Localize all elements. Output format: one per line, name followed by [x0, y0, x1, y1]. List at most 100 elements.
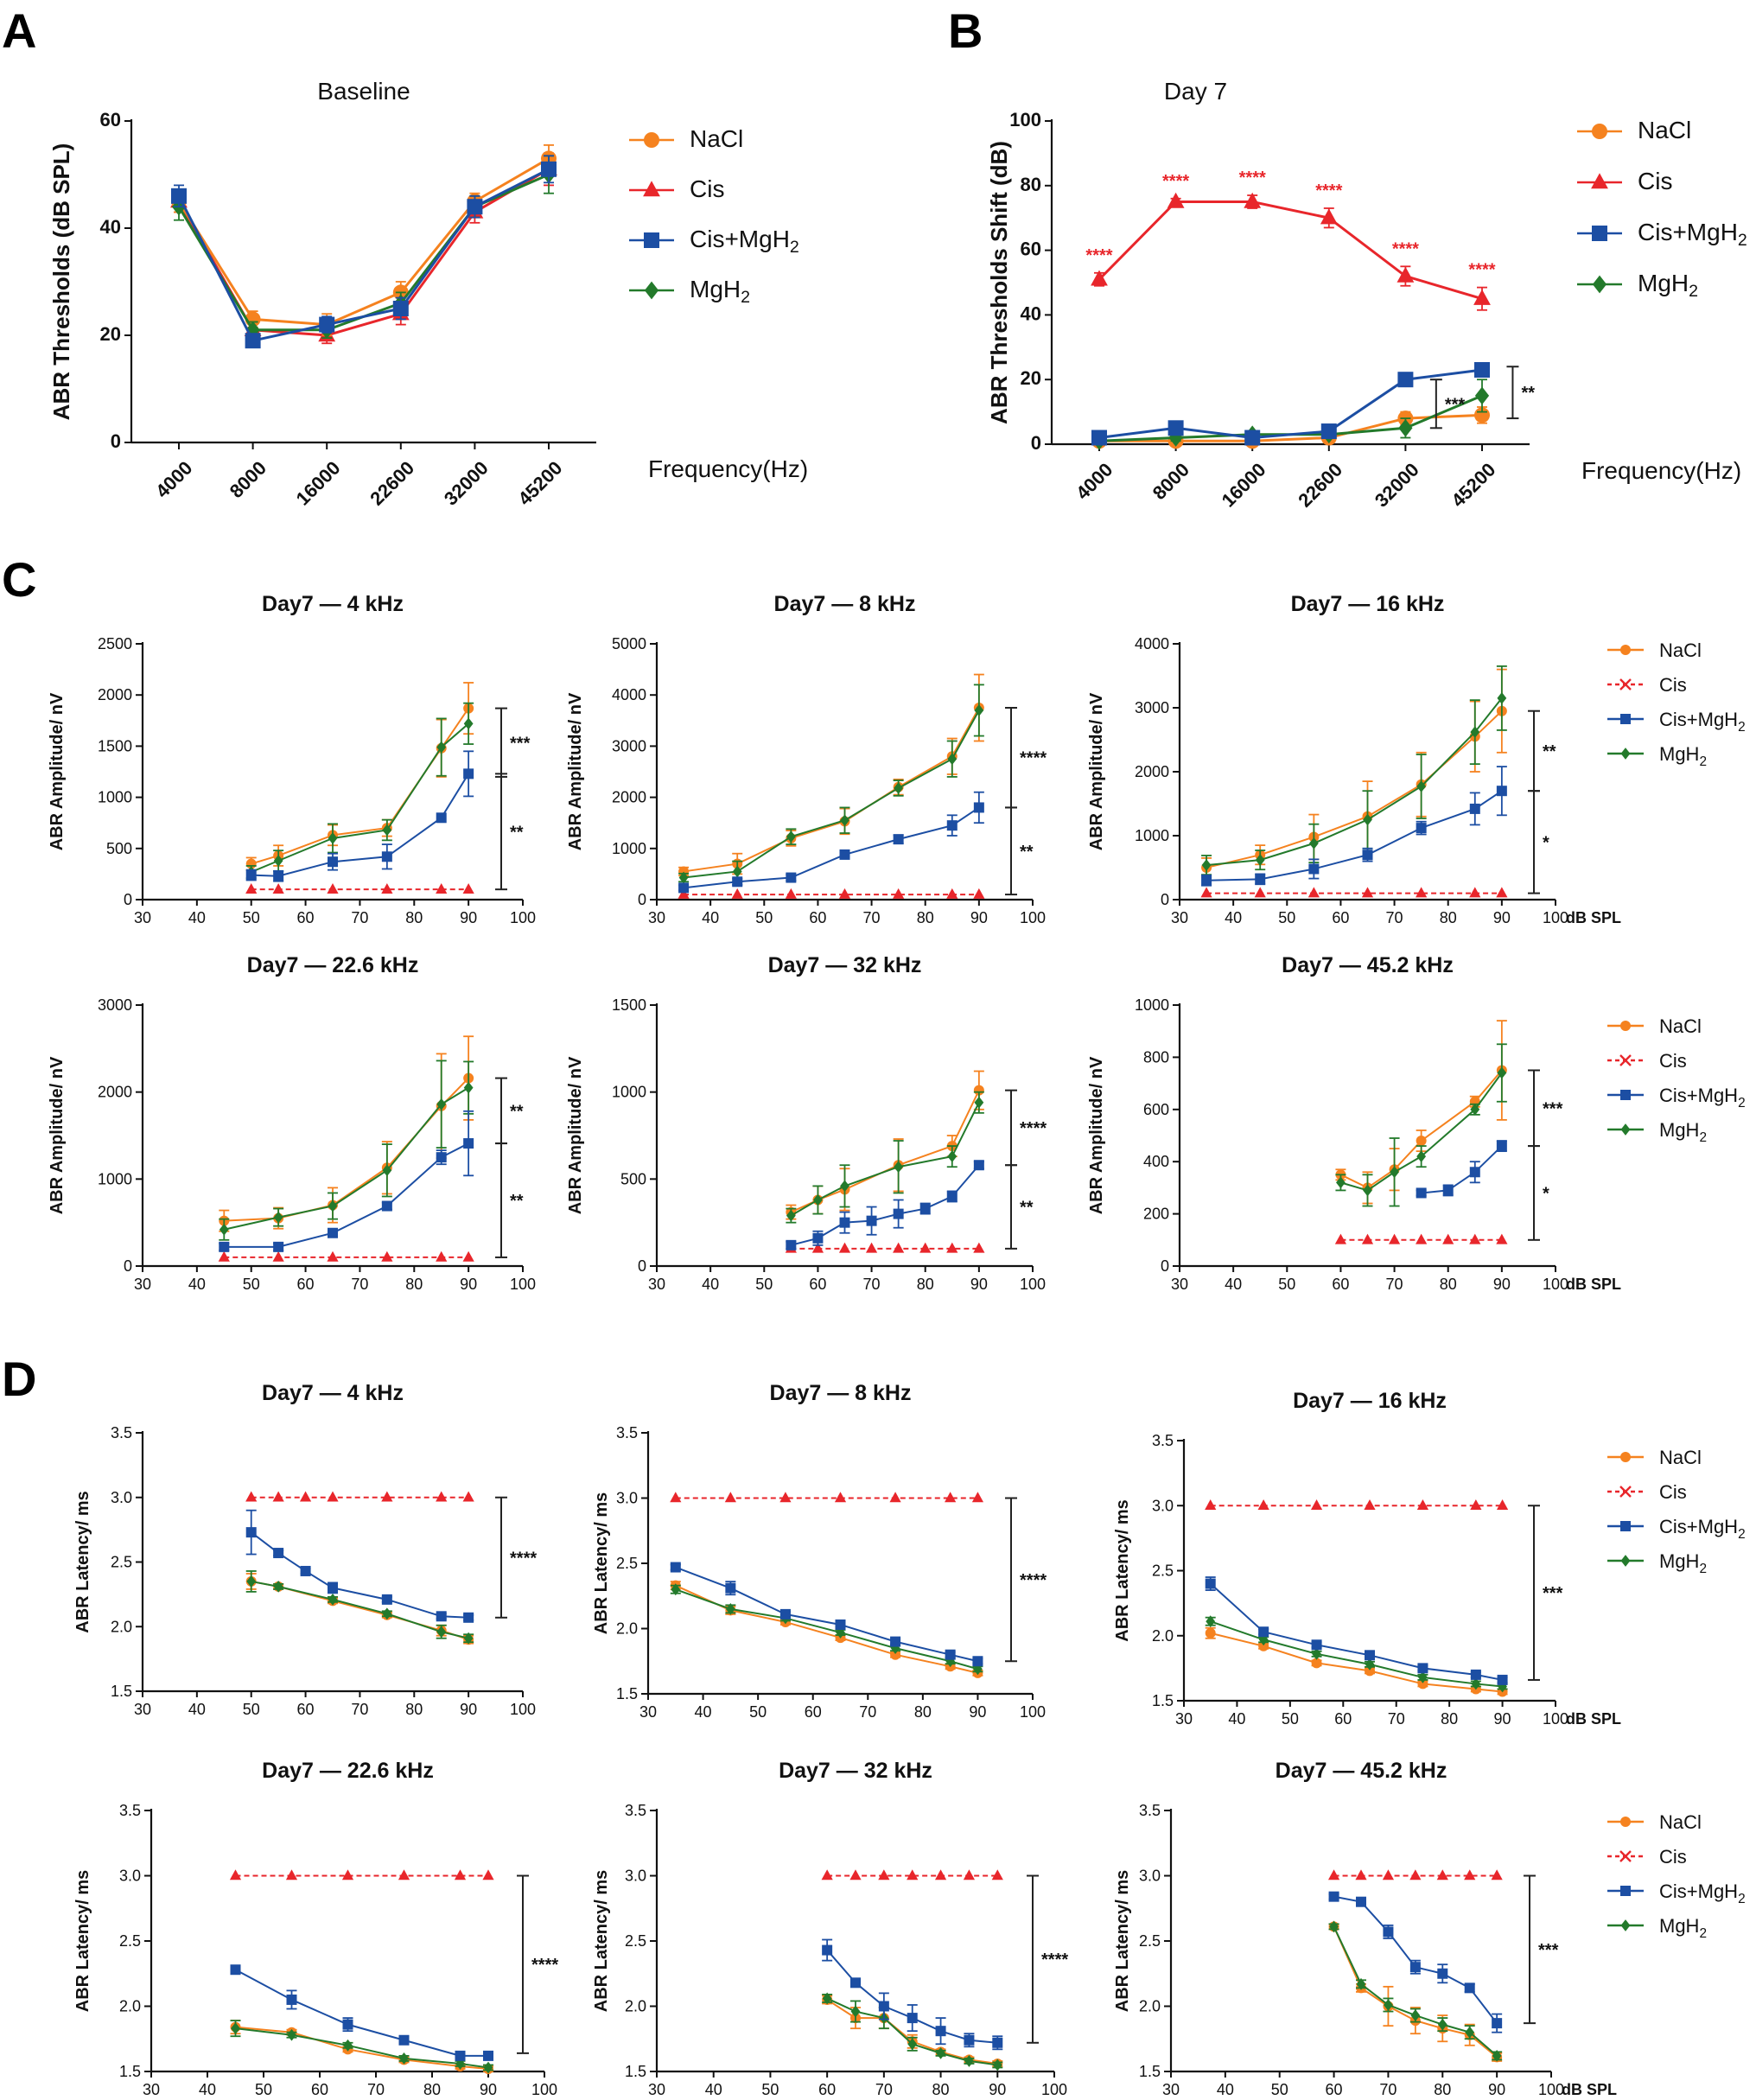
data-point — [1311, 1639, 1322, 1651]
y-tick-label: 1000 — [1135, 827, 1169, 844]
x-tick-label: 90 — [1493, 909, 1511, 926]
data-point — [1437, 2018, 1447, 2031]
data-point — [1167, 192, 1185, 208]
data-point — [462, 1491, 474, 1502]
data-point — [436, 741, 447, 754]
series-cis-mgh2 — [786, 1160, 984, 1250]
x-tick-label: 50 — [1278, 909, 1295, 926]
y-tick-label: 3.0 — [119, 1868, 141, 1885]
chart-title: Baseline — [317, 78, 410, 105]
data-point — [973, 1160, 984, 1171]
chart-title: Day7 — 45.2 kHz — [1276, 1759, 1447, 1783]
data-point — [1310, 1499, 1323, 1511]
data-point — [463, 1612, 474, 1623]
significance-label: ** — [1020, 843, 1034, 862]
y-tick-label: 3.5 — [119, 1802, 141, 1819]
chart-title: Day 7 — [1164, 78, 1227, 105]
legend-marker — [1620, 1090, 1631, 1100]
y-tick-label: 100 — [1009, 109, 1041, 130]
x-tick-label: 30 — [648, 1276, 665, 1293]
data-point — [327, 882, 339, 894]
x-tick-label: 50 — [243, 1701, 260, 1718]
legend-marker — [1620, 1919, 1631, 1931]
x-tick-label: 70 — [1386, 909, 1403, 926]
significance-label: *** — [1538, 1941, 1559, 1960]
series-line — [683, 806, 980, 889]
significance-label: **** — [1239, 169, 1266, 188]
x-tick-label: 80 — [917, 909, 934, 926]
data-point — [483, 2050, 493, 2061]
y-tick-label: 0 — [638, 891, 646, 908]
data-point — [1205, 1499, 1217, 1511]
x-tick-label: 60 — [1332, 909, 1349, 926]
data-point — [483, 2061, 493, 2074]
data-point — [878, 2001, 889, 2012]
data-point — [541, 161, 557, 177]
x-tick-label: 90 — [460, 909, 477, 926]
significance-label: *** — [1445, 395, 1466, 414]
chart-B: Day 7 0 20 40 60 80 100 4000 8000 16000 22600 32000… — [986, 78, 1741, 512]
legend-entry: Cis+MgH2 — [1577, 219, 1747, 250]
x-tick-label: 30 — [1171, 1276, 1188, 1293]
legend-label: NaCl — [1659, 1015, 1702, 1037]
data-point — [838, 1242, 851, 1253]
data-point — [840, 1180, 849, 1193]
data-point — [893, 834, 904, 845]
data-point — [245, 1491, 258, 1502]
data-point — [1205, 1578, 1216, 1589]
legend-marker — [1620, 1123, 1631, 1136]
legend-label: NaCl — [690, 125, 743, 152]
chart-title: Day7 — 22.6 kHz — [262, 1759, 434, 1783]
x-axis-label: Frequency(Hz) — [1581, 457, 1741, 484]
legend-marker — [1620, 1886, 1631, 1896]
y-tick-label: 1.5 — [1152, 1692, 1174, 1709]
legend-entry: Cis+MgH2 — [1607, 709, 1746, 735]
legend-label: Cis — [1659, 674, 1687, 696]
series-cis — [1327, 1869, 1503, 1880]
series-cis-mgh2 — [245, 750, 474, 882]
data-point — [889, 1492, 901, 1503]
y-tick-label: 3.5 — [625, 1802, 646, 1819]
x-tick-label: 30 — [143, 2081, 160, 2098]
data-point — [822, 1944, 833, 1956]
significance-label: **** — [510, 1549, 537, 1568]
data-point — [849, 1869, 862, 1880]
x-tick-label: 100 — [1041, 2081, 1067, 2098]
chart-title: Day7 — 4 kHz — [262, 1381, 404, 1405]
y-tick-label: 0 — [1161, 891, 1169, 908]
data-point — [1473, 289, 1491, 305]
x-tick-label: 32000 — [440, 457, 493, 510]
data-point — [945, 1649, 956, 1660]
x-tick-label: 100 — [1020, 1703, 1046, 1721]
series-mgh2 — [670, 1583, 983, 1676]
significance-label: ** — [1020, 1199, 1034, 1218]
significance-label: **** — [1392, 239, 1419, 258]
chart-D3: Day7 — 16 kHz 1.5 2.0 2.5 3.0 3.5 30 40 50 60 70 80… — [1113, 1389, 1621, 1728]
x-tick-label: 40 — [702, 1276, 719, 1293]
legend-entry: MgH2 — [1607, 1119, 1707, 1145]
legend-label: MgH2 — [1659, 1915, 1707, 1941]
data-point — [245, 1527, 257, 1538]
data-point — [894, 1161, 904, 1174]
y-tick-label: 4000 — [612, 686, 646, 703]
x-tick-label: 100 — [1543, 909, 1568, 926]
y-tick-label: 3.0 — [625, 1868, 646, 1885]
data-point — [732, 865, 742, 878]
data-point — [935, 2026, 946, 2037]
x-tick-label: 30 — [134, 909, 151, 926]
x-tick-label: 30 — [648, 2081, 665, 2098]
x-tick-label: 80 — [1440, 1276, 1457, 1293]
y-tick-label: 200 — [1143, 1206, 1169, 1223]
data-point — [1442, 1185, 1454, 1196]
data-point — [1464, 1982, 1475, 1994]
legend-entry: Cis — [1607, 1481, 1687, 1503]
series-line — [790, 1102, 980, 1217]
data-point — [834, 1492, 847, 1503]
series-cis — [821, 1869, 1003, 1880]
series-line — [251, 773, 469, 877]
data-point — [919, 1203, 931, 1214]
data-point — [1469, 1233, 1481, 1244]
data-point — [1496, 887, 1508, 898]
y-tick-label: 2.0 — [1152, 1627, 1174, 1645]
data-point — [1329, 1920, 1339, 1933]
